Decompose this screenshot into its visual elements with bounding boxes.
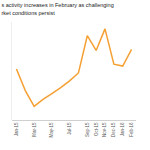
svg-text:May-15: May-15: [49, 122, 54, 138]
svg-text:Mar-15: Mar-15: [32, 122, 37, 137]
svg-text:Sep-15: Sep-15: [85, 122, 90, 137]
svg-text:Jan-16: Jan-16: [120, 122, 125, 136]
svg-text:Jul-15: Jul-15: [67, 122, 72, 135]
svg-text:s activity increases in Februa: s activity increases in February as chal…: [2, 2, 114, 15]
svg-text:Jan-15: Jan-15: [14, 122, 19, 136]
svg-text:Feb-16: Feb-16: [129, 122, 134, 137]
svg-text:Oct-15: Oct-15: [94, 122, 99, 136]
svg-text:Nov-15: Nov-15: [102, 122, 107, 137]
svg-text:Dec-15: Dec-15: [111, 122, 116, 137]
